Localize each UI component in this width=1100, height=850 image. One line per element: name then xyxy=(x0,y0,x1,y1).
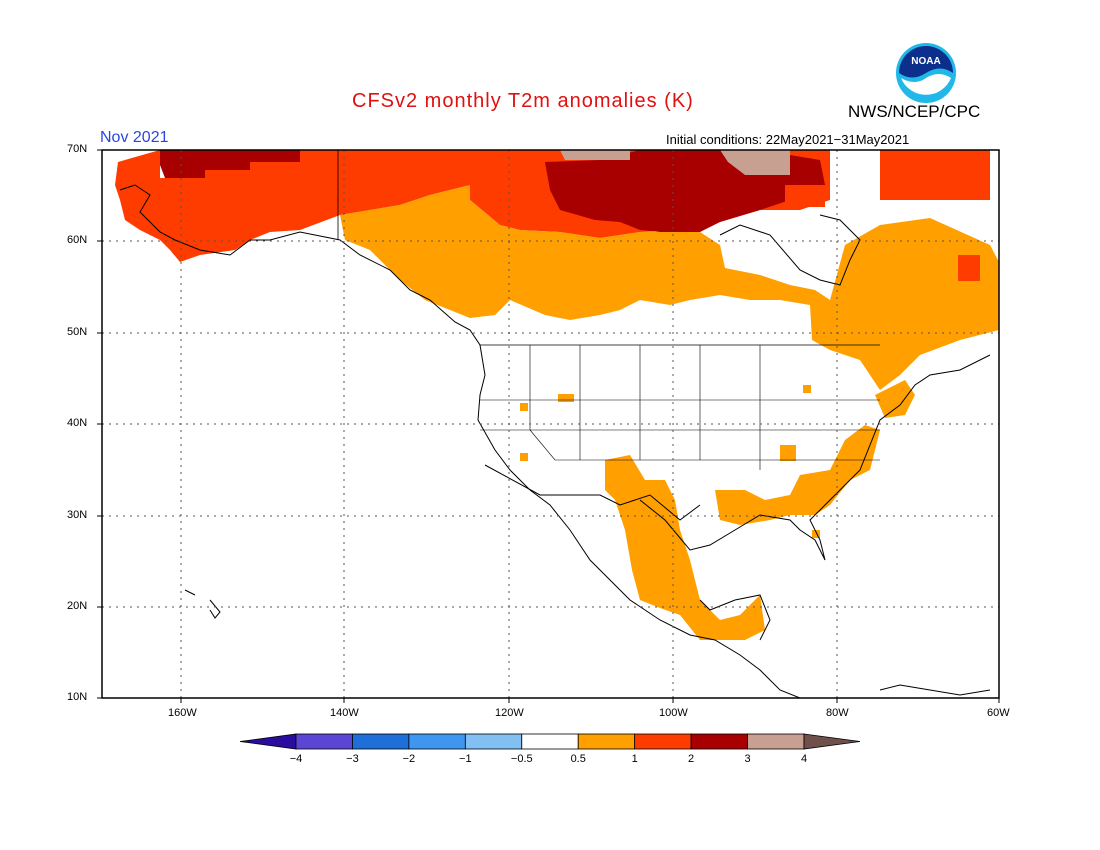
lat-label-60n: 60N xyxy=(67,234,88,246)
axis-ticks xyxy=(97,149,1000,703)
valid-month: Nov 2021 xyxy=(100,129,169,146)
colorbar-label: 0.5 xyxy=(570,753,586,765)
lon-label-60w: 60W xyxy=(987,707,1010,719)
anomaly-0.5-1-pocket-e xyxy=(803,385,811,393)
colorbar-label: −0.5 xyxy=(510,753,533,765)
colorbar-label: −3 xyxy=(346,753,359,765)
anomaly-0.5-1-northeast xyxy=(875,380,915,418)
logo-top xyxy=(899,46,953,78)
anomaly-0.5-1-southwest xyxy=(605,455,765,640)
colorbar-segment xyxy=(577,733,636,750)
lat-label-20n: 20N xyxy=(67,600,88,612)
map-title: CFSv2 monthly T2m anomalies (K) xyxy=(352,90,694,112)
anomaly-0.5-1-gulf xyxy=(715,425,880,525)
anomaly-0.5-1-pocket-f xyxy=(812,530,820,538)
lon-label-140w: 140W xyxy=(330,707,359,719)
colorbar-segment xyxy=(295,733,353,750)
anomaly-2-3-north xyxy=(160,150,300,178)
colorbar-segment xyxy=(634,733,692,750)
lon-label-80w: 80W xyxy=(826,707,849,719)
logo-text: NOAA xyxy=(911,56,940,67)
colorbar-segment xyxy=(408,733,466,750)
colorbar-end-low xyxy=(239,733,297,750)
anomaly-0.5-1-pocket-c xyxy=(520,453,528,461)
anomaly-1-2-alaska xyxy=(115,150,470,262)
anomaly-3-4-north xyxy=(560,150,630,160)
lon-label-100w: 100W xyxy=(659,707,688,719)
anomaly-0.5-1-canada xyxy=(340,185,999,390)
colorbar-segment xyxy=(352,733,410,750)
lon-label-160w: 160W xyxy=(168,707,197,719)
lat-label-70n: 70N xyxy=(67,143,88,155)
anomaly-0.5-1-pocket-d xyxy=(780,445,796,461)
anomaly-1-2-greenland xyxy=(880,150,990,200)
colorbar-label: 2 xyxy=(688,753,695,765)
noaa-logo: NOAA xyxy=(896,43,956,103)
gridlines xyxy=(102,150,999,698)
colorbar-segment xyxy=(464,733,523,750)
coastlines xyxy=(119,150,991,698)
lat-label-40n: 40N xyxy=(67,417,88,429)
colorbar-label: 4 xyxy=(800,753,808,765)
logo-bird xyxy=(901,74,951,95)
lon-label-120w: 120W xyxy=(495,707,524,719)
colorbar-segments xyxy=(239,733,861,750)
colorbar-label: −1 xyxy=(459,753,472,765)
initial-conditions: Initial conditions: 22May2021−31May2021 xyxy=(666,132,910,147)
colorbar-end-high xyxy=(803,733,861,750)
anomaly-3-4-north-east xyxy=(720,150,790,175)
colorbar-label: 3 xyxy=(744,753,751,765)
colorbar-label: −4 xyxy=(289,753,303,765)
anomaly-1-2-baffin xyxy=(785,185,825,207)
lat-label-30n: 30N xyxy=(67,509,88,521)
lat-label-10n: 10N xyxy=(67,691,88,703)
colorbar-segment xyxy=(521,733,579,750)
anomaly-0.5-1-pocket-b xyxy=(558,394,574,402)
colorbar-label: −2 xyxy=(402,753,416,765)
colorbar-segment xyxy=(747,733,805,750)
anomaly-1-2-labrador xyxy=(958,255,980,281)
colorbar-segment xyxy=(690,733,748,750)
anomaly-0.5-1-pocket-a xyxy=(520,403,528,411)
colorbar-label: 1 xyxy=(631,753,638,765)
lat-label-50n: 50N xyxy=(67,326,88,338)
agency-label: NWS/NCEP/CPC xyxy=(848,102,981,121)
